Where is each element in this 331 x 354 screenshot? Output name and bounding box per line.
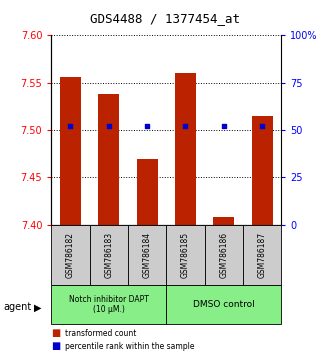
Text: GSM786183: GSM786183 bbox=[104, 232, 113, 278]
Point bbox=[68, 124, 73, 129]
FancyBboxPatch shape bbox=[51, 285, 166, 324]
Text: GSM786186: GSM786186 bbox=[219, 232, 228, 278]
Bar bbox=[175, 73, 196, 225]
Text: ■: ■ bbox=[51, 341, 61, 351]
Text: percentile rank within the sample: percentile rank within the sample bbox=[65, 342, 194, 351]
Text: GSM786187: GSM786187 bbox=[258, 232, 267, 278]
Text: ■: ■ bbox=[51, 329, 61, 338]
Text: transformed count: transformed count bbox=[65, 329, 136, 338]
FancyBboxPatch shape bbox=[128, 225, 166, 285]
FancyBboxPatch shape bbox=[205, 225, 243, 285]
Text: DMSO control: DMSO control bbox=[193, 300, 255, 309]
Text: agent: agent bbox=[3, 302, 31, 312]
FancyBboxPatch shape bbox=[90, 225, 128, 285]
Point bbox=[145, 124, 150, 129]
Text: GSM786184: GSM786184 bbox=[143, 232, 152, 278]
Bar bbox=[137, 159, 158, 225]
FancyBboxPatch shape bbox=[243, 225, 281, 285]
Point bbox=[106, 124, 112, 129]
Bar bbox=[252, 116, 273, 225]
Point bbox=[183, 124, 188, 129]
Text: GDS4488 / 1377454_at: GDS4488 / 1377454_at bbox=[90, 12, 241, 25]
FancyBboxPatch shape bbox=[166, 285, 281, 324]
Bar bbox=[60, 77, 81, 225]
Bar bbox=[98, 94, 119, 225]
Text: GSM786185: GSM786185 bbox=[181, 232, 190, 278]
Point bbox=[221, 124, 226, 129]
Text: GSM786182: GSM786182 bbox=[66, 232, 75, 278]
FancyBboxPatch shape bbox=[166, 225, 205, 285]
Text: Notch inhibitor DAPT
(10 μM.): Notch inhibitor DAPT (10 μM.) bbox=[69, 295, 149, 314]
Point bbox=[260, 124, 265, 129]
Bar bbox=[213, 217, 234, 225]
Text: ▶: ▶ bbox=[34, 302, 42, 312]
FancyBboxPatch shape bbox=[51, 225, 90, 285]
